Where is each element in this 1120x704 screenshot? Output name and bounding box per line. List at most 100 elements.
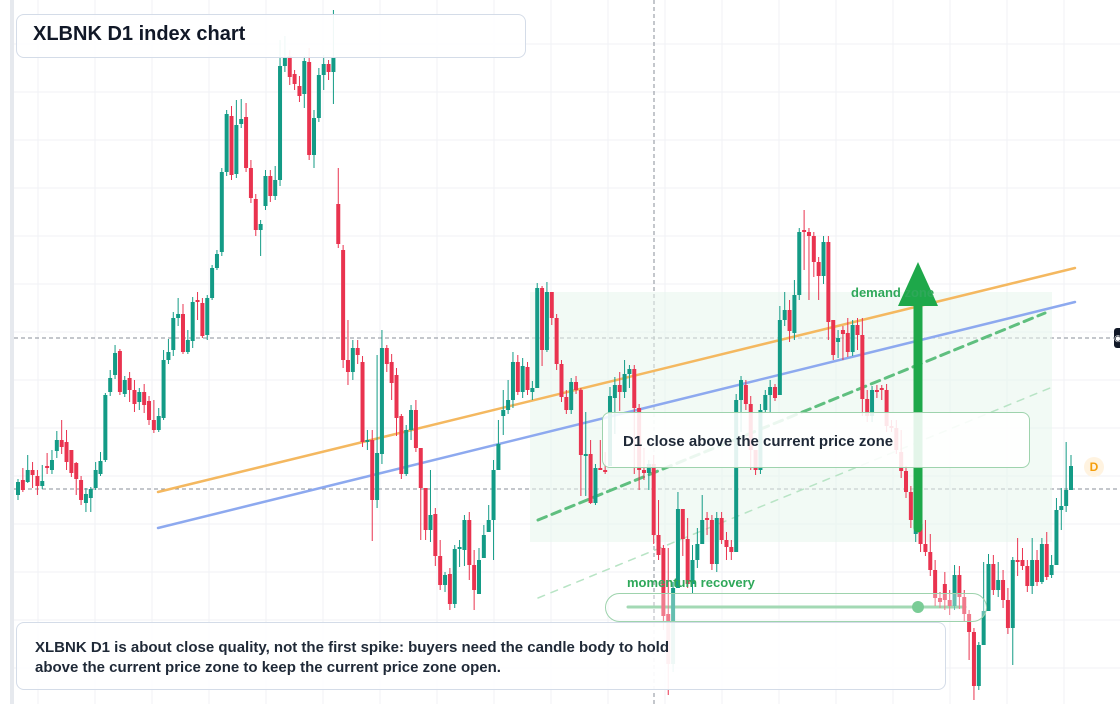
candle-body <box>651 464 656 535</box>
chart-title: XLBNK D1 index chart <box>33 23 246 45</box>
candle-body <box>525 367 530 390</box>
candle-body <box>501 410 506 416</box>
candle-body <box>190 302 195 341</box>
candle-body <box>564 397 569 410</box>
candle-body <box>540 288 545 350</box>
candle-body <box>865 399 870 416</box>
candle-body <box>30 470 35 475</box>
candle-body <box>200 303 205 336</box>
candle-body <box>1039 544 1044 582</box>
candle-body <box>1064 490 1069 506</box>
candle-body <box>1035 560 1040 582</box>
candle-body <box>855 325 860 335</box>
candle-body <box>404 430 409 474</box>
candle-body <box>908 492 913 520</box>
candle-body <box>428 515 433 530</box>
candle-body <box>569 382 574 410</box>
candle-body <box>176 314 181 318</box>
candle-body <box>1044 544 1049 577</box>
candle-body <box>263 176 268 206</box>
candle-body <box>942 584 947 600</box>
candle-body <box>49 460 54 470</box>
candle-body <box>797 232 802 295</box>
candle-body <box>976 645 981 686</box>
candle-body <box>1049 565 1054 575</box>
candle-body <box>1010 560 1015 628</box>
note-line-2: above the current price zone to keep the… <box>35 659 501 676</box>
candle-body <box>971 632 976 686</box>
candle-body <box>452 549 457 604</box>
candle-body <box>93 470 98 488</box>
candle-body <box>496 444 501 470</box>
candle-body <box>438 556 443 585</box>
candle-body <box>515 362 520 392</box>
candle-body <box>433 514 438 556</box>
candle-body <box>25 470 30 482</box>
candle-body <box>700 520 705 544</box>
candle-body <box>802 230 807 232</box>
candle-body <box>957 575 962 597</box>
candle-body <box>161 360 166 418</box>
candle-body <box>467 520 472 565</box>
candle-body <box>656 535 661 555</box>
candle-body <box>59 440 64 447</box>
candle-body <box>918 524 923 544</box>
candle-body <box>583 454 588 456</box>
candle-body <box>996 580 1001 590</box>
candle-body <box>384 348 389 364</box>
candle-body <box>345 360 350 372</box>
candle-body <box>122 380 127 394</box>
candle-body <box>530 388 535 392</box>
candle-body <box>103 395 108 460</box>
arrow-head <box>898 262 938 306</box>
candle-body <box>132 390 137 404</box>
candle-body <box>180 314 185 352</box>
candle-body <box>64 442 69 462</box>
candle-body <box>341 250 346 360</box>
candle-body <box>481 535 486 558</box>
candle-body <box>244 117 249 168</box>
callout-panel: D1 close above the current price zone <box>602 412 1030 468</box>
candle-body <box>641 470 646 473</box>
candle-body <box>772 387 777 398</box>
d-marker-badge[interactable]: D <box>1084 457 1104 477</box>
candle-body <box>491 470 496 520</box>
candle-body <box>544 292 549 350</box>
candle-body <box>443 575 448 585</box>
candle-body <box>302 61 307 94</box>
candle-body <box>472 565 477 590</box>
price-tag-icon[interactable]: ◉ <box>1114 328 1120 348</box>
candle-body <box>714 518 719 564</box>
candle-body <box>904 471 909 492</box>
candle-body <box>268 176 273 196</box>
candle-body <box>399 416 404 474</box>
candle-body <box>782 310 787 320</box>
candle-body <box>554 318 559 364</box>
candle-body <box>418 448 423 488</box>
note-line-1: XLBNK D1 is about close quality, not the… <box>35 639 669 656</box>
candle-body <box>16 482 20 495</box>
candle-body <box>1025 566 1030 586</box>
candle-body <box>549 292 554 318</box>
candle-body <box>709 520 714 564</box>
candle-body <box>316 75 321 118</box>
candle-body <box>486 520 491 532</box>
candle-body <box>185 340 190 352</box>
candle-body <box>675 509 680 588</box>
candle-body <box>792 295 797 333</box>
candle-body <box>224 114 229 172</box>
candle-body <box>870 390 875 416</box>
candle-body <box>117 351 122 392</box>
momentum-dot <box>912 601 924 613</box>
candle-body <box>248 168 253 198</box>
candle-body <box>389 362 394 383</box>
candle-body <box>1059 506 1064 510</box>
candle-body <box>88 489 93 498</box>
candle-body <box>1069 466 1073 490</box>
momentum-recovery-label: momentum recovery <box>627 575 755 590</box>
candle-body <box>409 410 414 430</box>
candle-body <box>729 547 734 552</box>
candle-body <box>98 461 103 474</box>
candle-body <box>845 333 850 352</box>
